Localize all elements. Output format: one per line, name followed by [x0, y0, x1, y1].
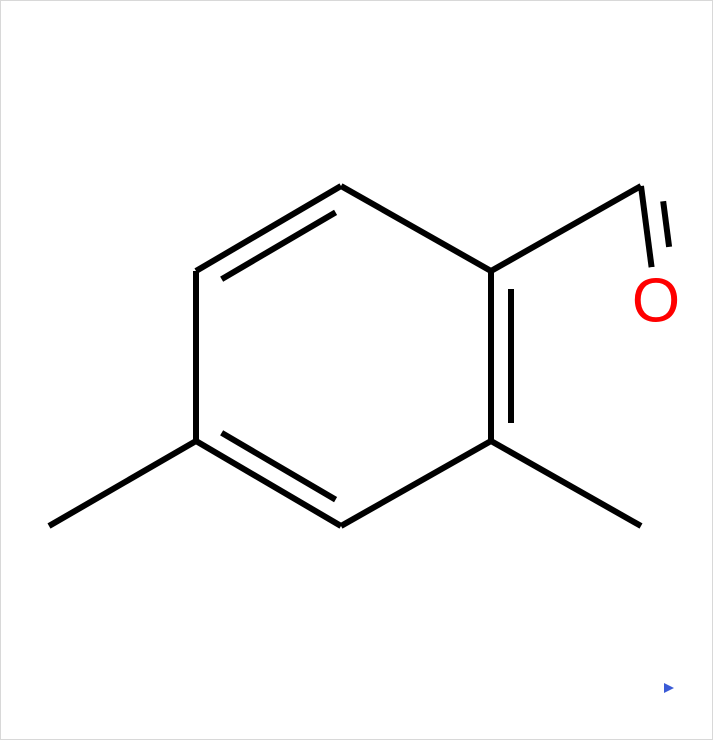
molecule-svg: O [1, 1, 713, 741]
atom-label-o: O [632, 267, 680, 336]
diagram-canvas: O [0, 0, 713, 740]
corner-marker-icon [664, 683, 674, 693]
